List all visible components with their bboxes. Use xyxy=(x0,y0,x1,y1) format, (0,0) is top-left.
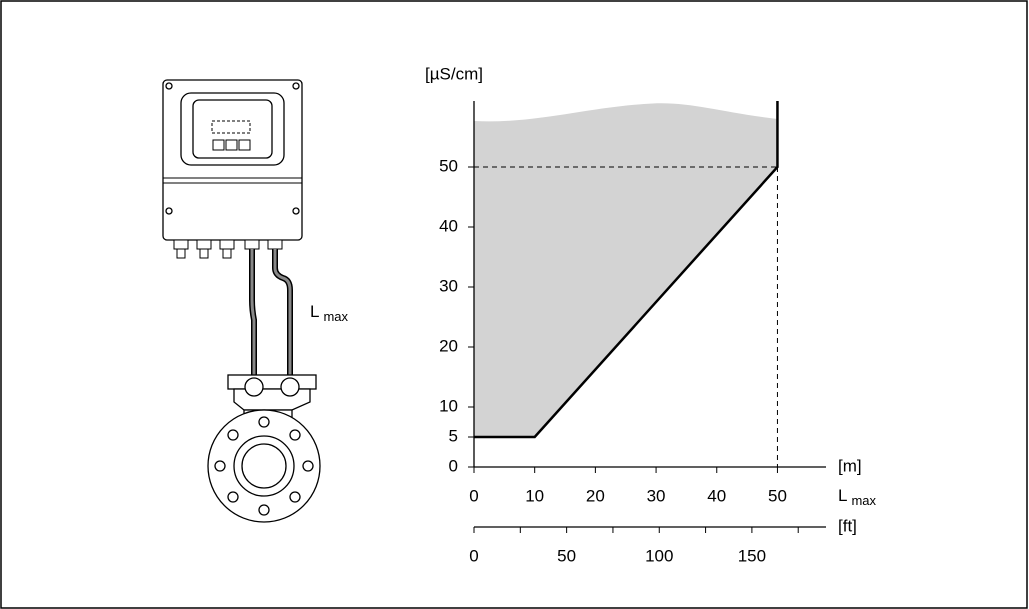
y-tick-label: 10 xyxy=(439,396,458,415)
x-unit: [m] xyxy=(838,456,862,475)
y-axis-label: [µS/cm] xyxy=(425,64,483,83)
x2-tick-label: 50 xyxy=(557,546,576,565)
y-tick-label: 20 xyxy=(439,336,458,355)
y-tick-label: 30 xyxy=(439,276,458,295)
y-tick-label: 50 xyxy=(439,156,458,175)
x-axis-label-sub: max xyxy=(851,493,876,508)
length-label-main: L xyxy=(310,302,319,321)
y-tick-label: 5 xyxy=(449,426,458,445)
x2-unit: [ft] xyxy=(838,516,857,535)
x2-tick-label: 0 xyxy=(469,546,478,565)
figure: Lmax [µS/cm] [m] Lmax [ft] 0 5 10 20 30 40 50 0… xyxy=(0,0,1029,609)
y-tick-label: 40 xyxy=(439,216,458,235)
x-tick-label: 10 xyxy=(525,486,544,505)
shaded-area xyxy=(474,101,777,437)
x-tick-label: 40 xyxy=(707,486,726,505)
page: Lmax [µS/cm] [m] Lmax [ft] 0 5 10 20 30 40 50 0… xyxy=(0,0,1029,609)
device-illustration xyxy=(163,80,320,522)
x-axis-label-main: L xyxy=(838,486,847,505)
x-tick-label: 20 xyxy=(586,486,605,505)
x-tick-label: 50 xyxy=(768,486,787,505)
x-tick-label: 30 xyxy=(647,486,666,505)
x-tick-label: 0 xyxy=(469,486,478,505)
length-label-sub: max xyxy=(323,309,348,324)
y-tick-label: 0 xyxy=(449,456,458,475)
x2-tick-label: 100 xyxy=(645,546,673,565)
x2-tick-label: 150 xyxy=(738,546,766,565)
